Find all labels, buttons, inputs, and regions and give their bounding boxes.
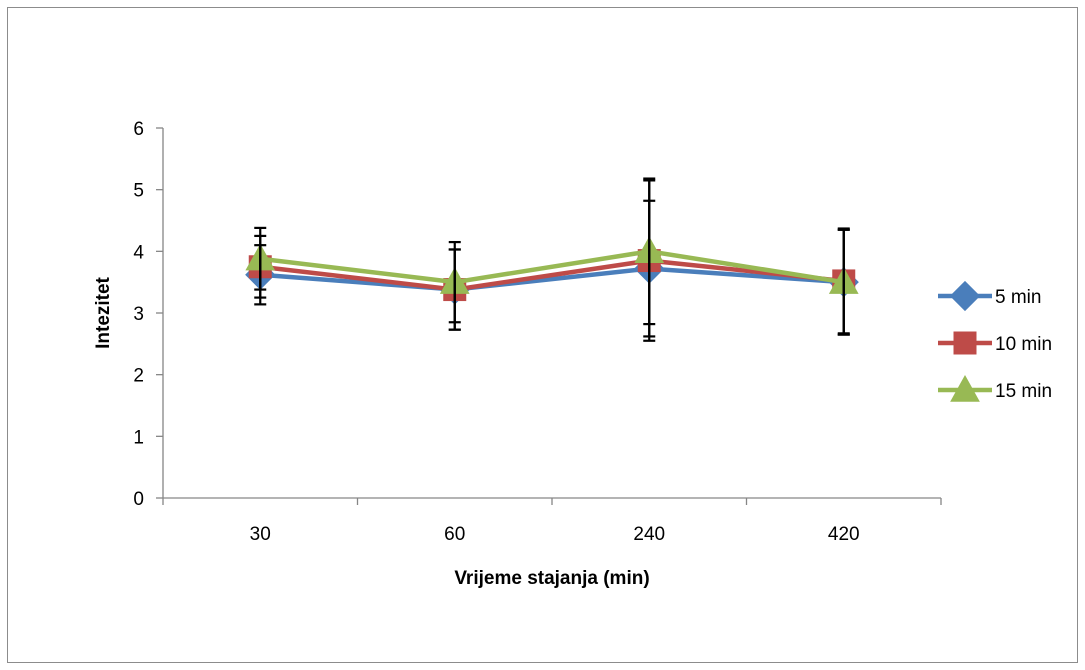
series-line <box>259 258 844 292</box>
x-ticks: 30 60 240 420 <box>162 498 942 545</box>
legend-label: 15 min <box>995 381 1052 402</box>
x-axis-title: Vrijeme stajanja (min) <box>454 568 649 589</box>
series-layer <box>245 236 859 305</box>
y-tick-label: 1 <box>133 427 144 448</box>
legend: 5 min 10 min 15 min <box>938 280 1052 402</box>
y-tick-label: 5 <box>133 181 144 202</box>
y-tick-label: 3 <box>133 304 144 325</box>
y-tick-label: 4 <box>133 242 144 263</box>
legend-label: 5 min <box>995 287 1041 308</box>
chart-area <box>7 7 1078 663</box>
y-ticks: 0 1 2 3 4 5 6 <box>133 119 163 510</box>
x-tick-label: 30 <box>250 524 271 545</box>
axes <box>162 128 941 499</box>
series-line <box>260 266 844 292</box>
x-tick-label: 240 <box>633 524 665 545</box>
legend-marker <box>950 374 980 402</box>
error-bars <box>254 177 850 342</box>
y-tick-label: 6 <box>133 119 144 140</box>
series-line <box>259 249 845 285</box>
y-axis-title: Intezitet <box>93 276 114 348</box>
legend-marker <box>953 331 977 355</box>
y-tick-label: 0 <box>133 489 144 510</box>
x-tick-label: 420 <box>828 524 860 545</box>
legend-label: 10 min <box>995 334 1052 355</box>
y-tick-label: 2 <box>133 366 144 387</box>
x-tick-label: 60 <box>444 524 465 545</box>
legend-marker <box>949 280 981 312</box>
